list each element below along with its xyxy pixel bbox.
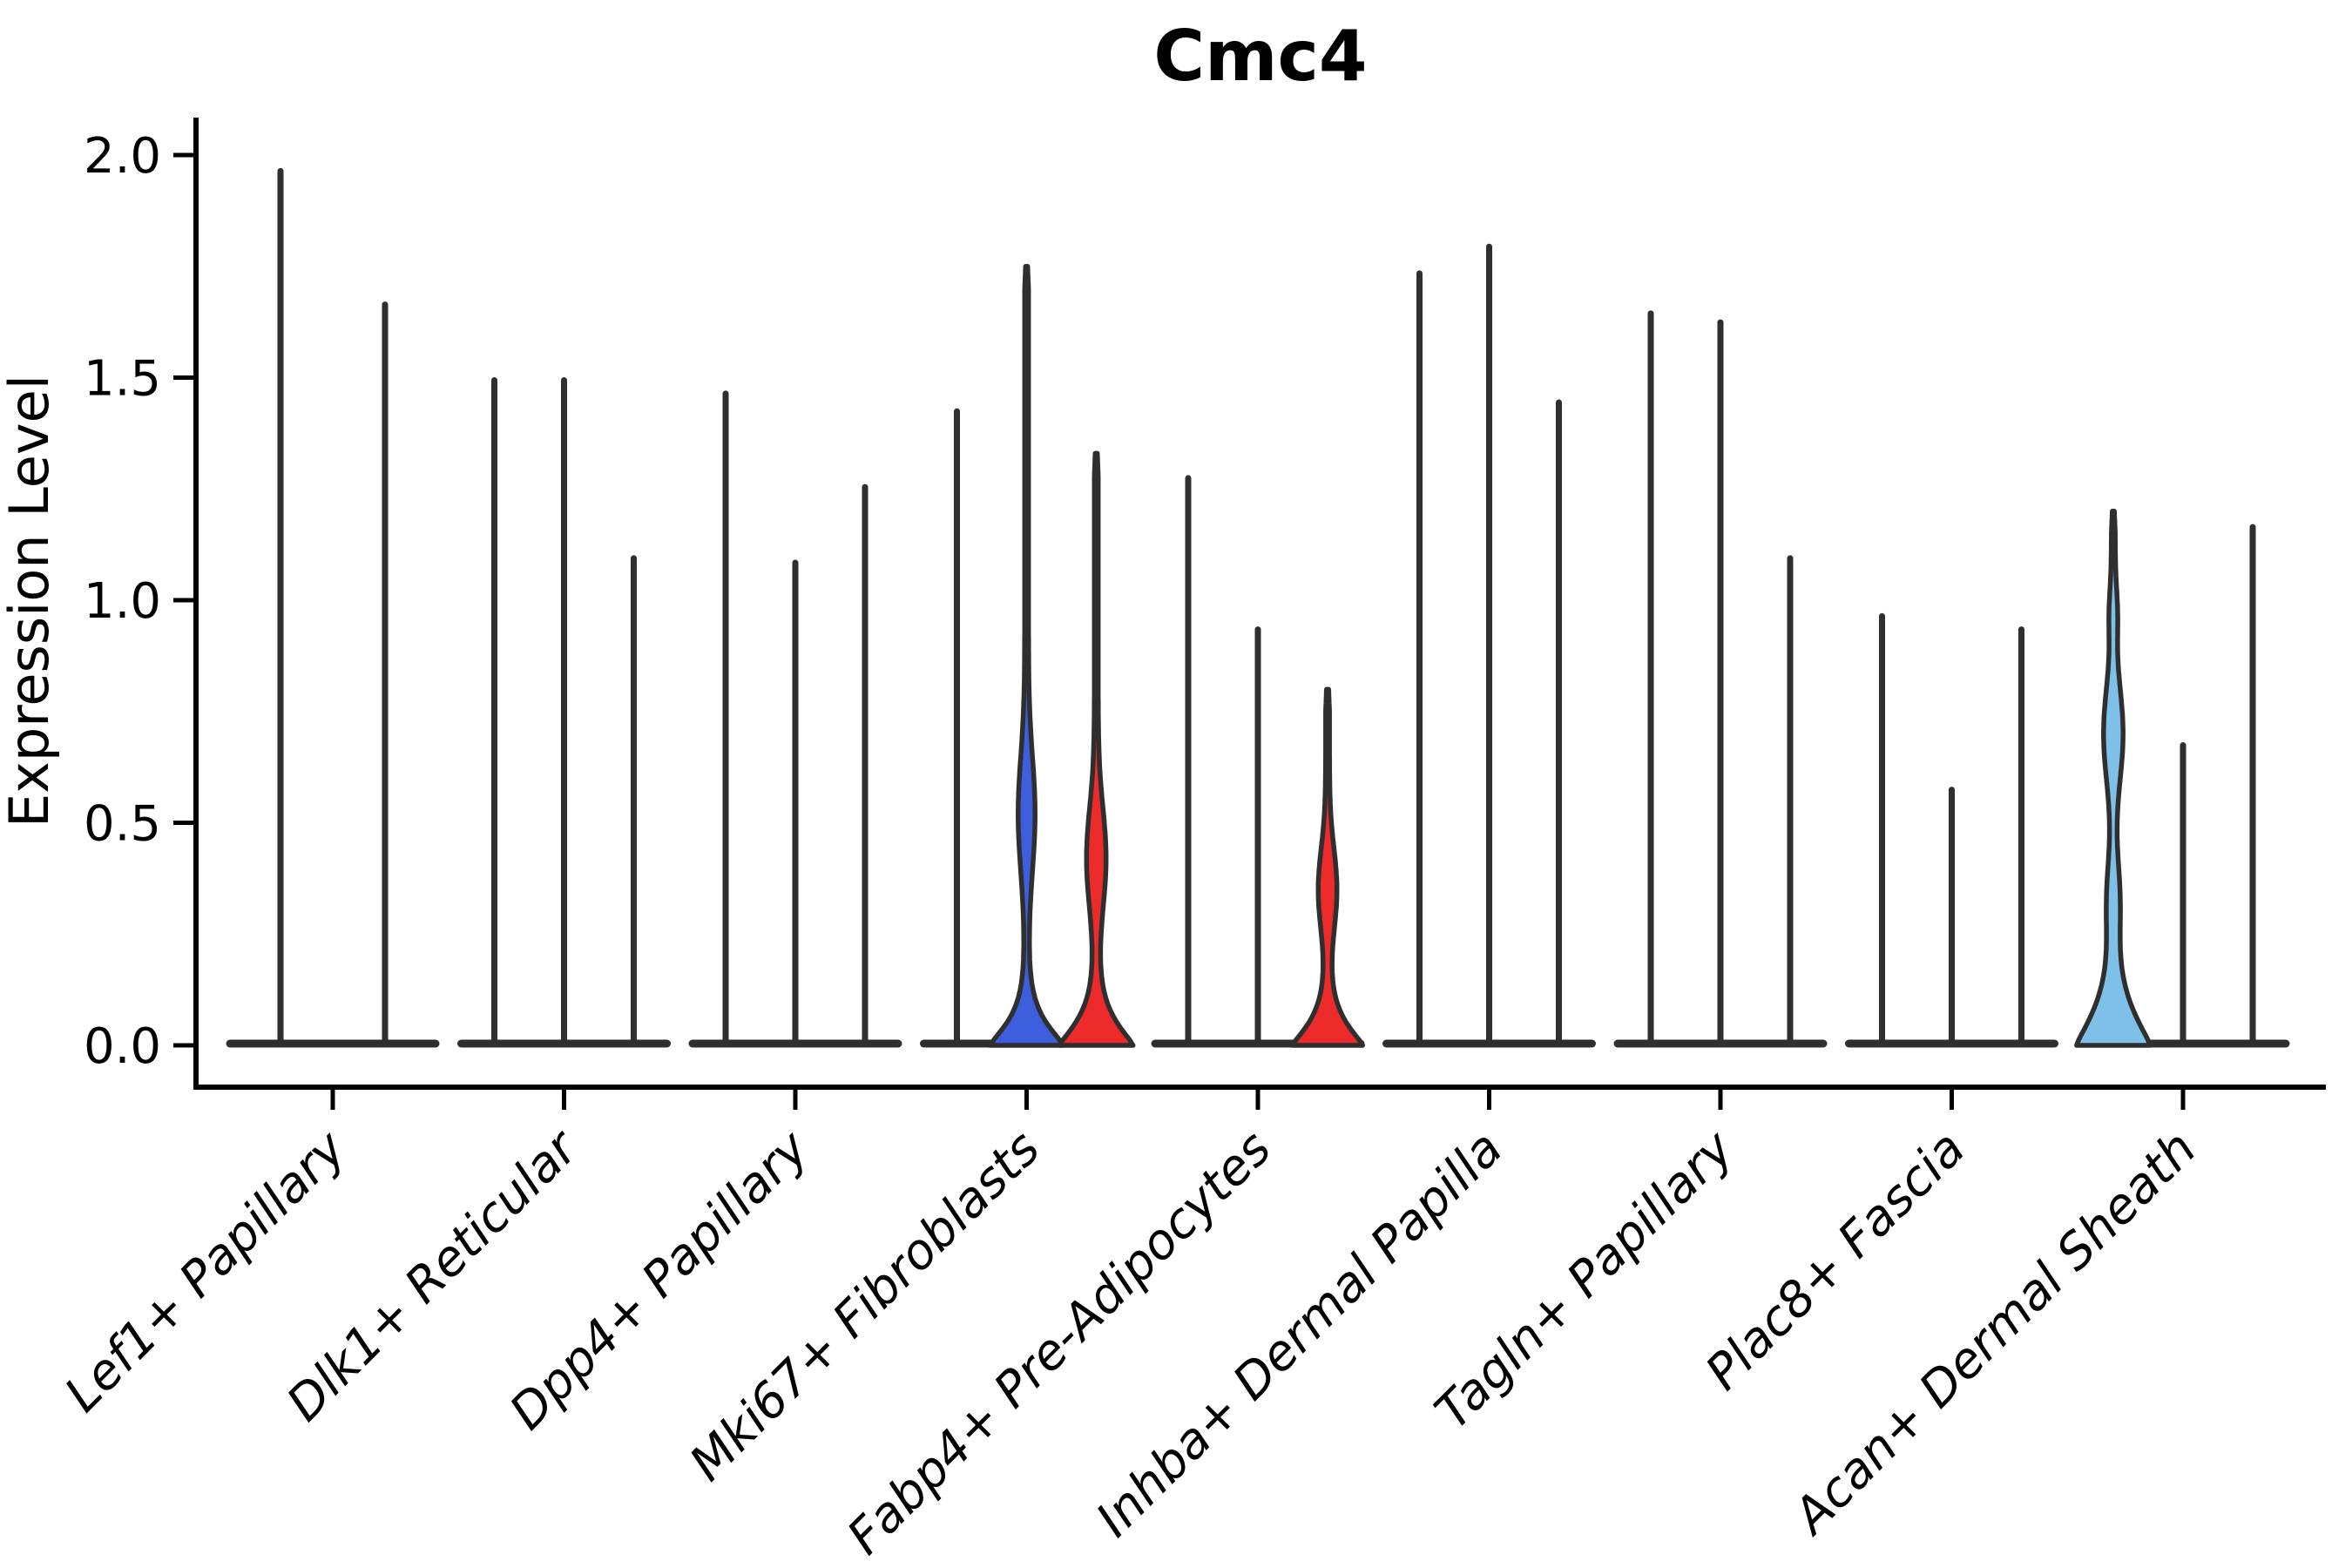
chart-title: Cmc4: [1153, 16, 1367, 97]
violin-shaped: [987, 264, 1066, 1048]
violin-shaped: [2074, 509, 2153, 1048]
violins-layer: [226, 167, 2290, 1048]
x-tick-label: Fabp4+ Pre-Adipocytes: [837, 1120, 1282, 1565]
y-axis-label: Expression Level: [0, 375, 61, 828]
y-tick-label: 1.0: [84, 573, 161, 630]
y-tick-label: 0.0: [84, 1018, 161, 1075]
y-tick-label: 2.0: [84, 128, 161, 185]
violin-shaped: [1057, 450, 1136, 1048]
y-tick-label: 0.5: [84, 796, 161, 853]
x-tick-label: Inhba+ Dermal Papilla: [1085, 1120, 1513, 1548]
y-tick-label: 1.5: [84, 351, 161, 408]
violin-shaped: [1290, 686, 1365, 1048]
x-tick-label: Acan+ Dermal Sheath: [1781, 1120, 2207, 1546]
